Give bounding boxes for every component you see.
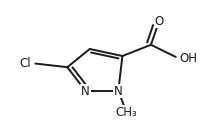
Text: CH₃: CH₃ xyxy=(116,106,137,118)
Text: O: O xyxy=(154,15,164,27)
Text: OH: OH xyxy=(180,52,197,65)
Text: N: N xyxy=(81,85,90,97)
Text: Cl: Cl xyxy=(19,57,31,69)
Text: N: N xyxy=(114,85,123,97)
